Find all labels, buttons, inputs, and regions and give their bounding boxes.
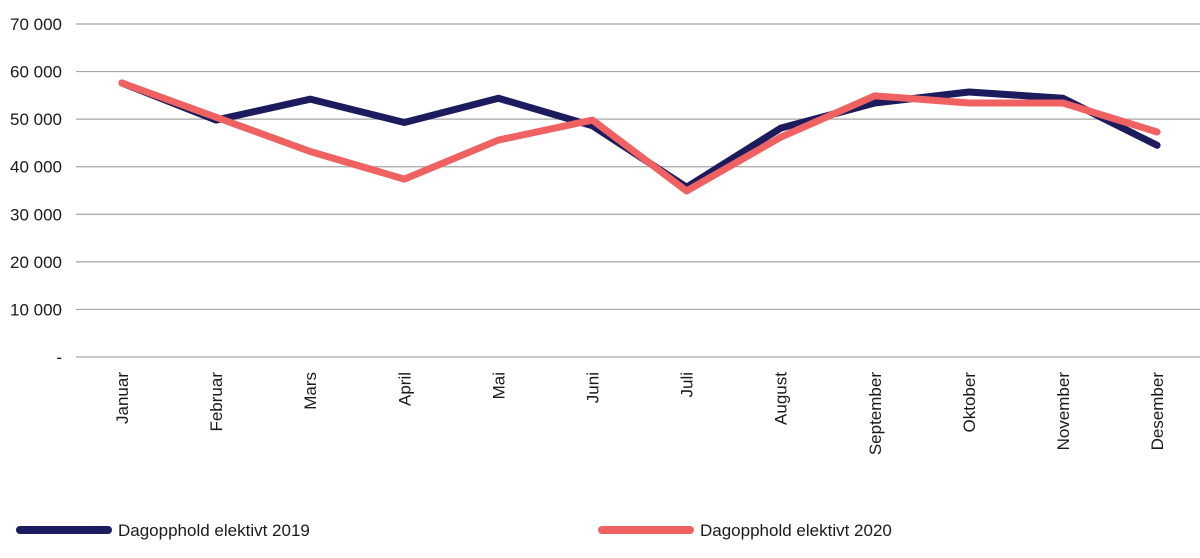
x-tick-label: Juli bbox=[678, 372, 697, 398]
y-tick-label: 50 000 bbox=[10, 110, 62, 129]
y-tick-label: 60 000 bbox=[10, 63, 62, 82]
x-tick-label: Mai bbox=[489, 372, 508, 399]
legend-label: Dagopphold elektivt 2019 bbox=[118, 521, 310, 540]
y-tick-label: - bbox=[56, 348, 62, 367]
y-tick-label: 20 000 bbox=[10, 253, 62, 272]
x-tick-label: Mars bbox=[301, 372, 320, 410]
gridlines bbox=[76, 23, 1200, 358]
x-tick-label: November bbox=[1054, 372, 1073, 451]
y-tick-label: 10 000 bbox=[10, 300, 62, 319]
x-tick-label: April bbox=[395, 372, 414, 406]
x-tick-label: August bbox=[772, 372, 791, 425]
x-tick-label: Desember bbox=[1148, 372, 1167, 451]
x-tick-label: Februar bbox=[207, 372, 226, 432]
series-lines bbox=[118, 79, 1161, 195]
series-line-2019 bbox=[118, 79, 1161, 191]
y-tick-label: 40 000 bbox=[10, 158, 62, 177]
x-tick-label: Januar bbox=[113, 372, 132, 424]
y-tick-label: 70 000 bbox=[10, 15, 62, 34]
legend-label: Dagopphold elektivt 2020 bbox=[700, 521, 892, 540]
legend: Dagopphold elektivt 2019 Dagopphold elekt… bbox=[16, 521, 892, 540]
x-tick-label: Juni bbox=[584, 372, 603, 403]
x-tick-label: September bbox=[866, 372, 885, 455]
x-axis-ticks: Januar Februar Mars April Mai Juni Juli August S… bbox=[113, 372, 1167, 456]
y-tick-label: 30 000 bbox=[10, 205, 62, 224]
series-line-2020 bbox=[118, 79, 1161, 195]
y-axis-ticks: - 10 000 20 000 30 000 40 000 50 000 60 000 70 … bbox=[10, 15, 62, 367]
x-tick-label: Oktober bbox=[960, 372, 979, 433]
